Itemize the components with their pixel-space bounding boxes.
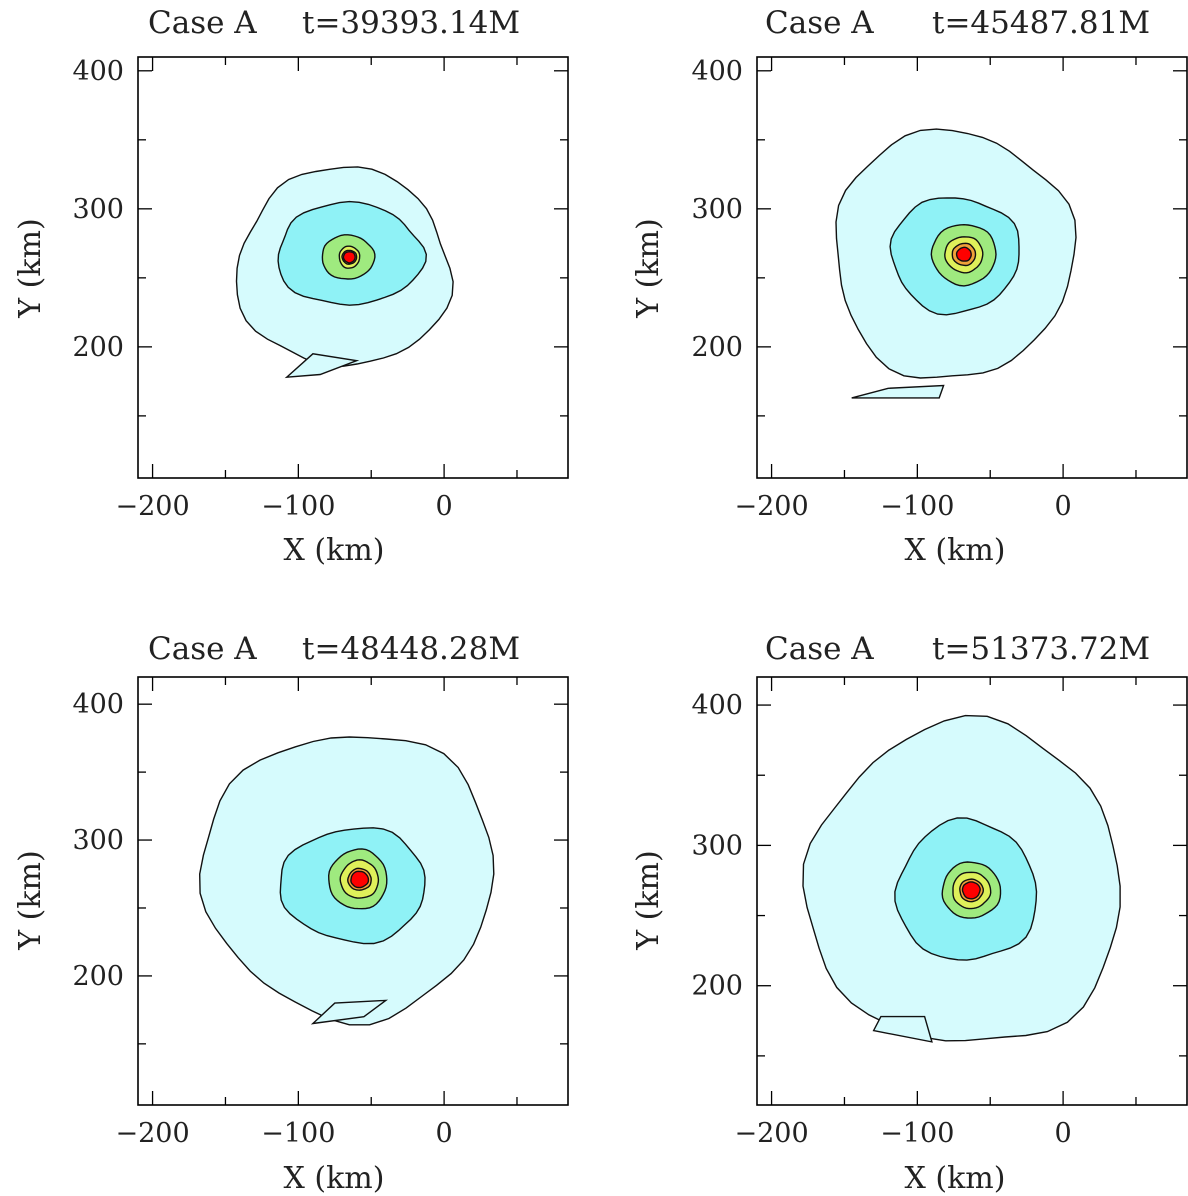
x-axis-label: X (km)	[284, 1161, 385, 1196]
y-axis-label: Y (km)	[13, 850, 48, 950]
y-tick-label: 400	[691, 690, 743, 721]
spiral-arm	[872, 1015, 933, 1043]
y-tick-label: 200	[691, 332, 743, 363]
y-tick-label: 200	[72, 332, 124, 363]
plot-area: −200 −100 0 200 300 400	[72, 676, 569, 1149]
panel-title-case: Case A	[765, 5, 874, 41]
plot-area: −200 −100 0 200 300 400	[691, 676, 1188, 1149]
contour-level-6	[955, 246, 972, 262]
panel-title-time: t=51373.72M	[932, 631, 1150, 667]
y-tick-label: 300	[691, 830, 743, 861]
spiral-arm	[310, 999, 389, 1025]
y-tick-label: 400	[691, 56, 743, 87]
plot-frame	[756, 676, 1188, 1106]
y-axis-label: Y (km)	[631, 850, 666, 950]
panel-title-case: Case A	[148, 5, 257, 41]
y-tick-label: 200	[72, 961, 124, 992]
panel-title-case: Case A	[148, 631, 257, 667]
panel-title-time: t=45487.81M	[932, 5, 1150, 41]
x-axis-label: X (km)	[905, 1161, 1006, 1196]
y-tick-label: 300	[72, 194, 124, 225]
panel-top-left: Case A t=39393.14M −200 −100 0 200 300 400 X …	[13, 5, 569, 568]
plot-frame	[137, 676, 569, 1106]
y-tick-label: 400	[72, 689, 124, 720]
panel-title-case: Case A	[765, 631, 874, 667]
plot-frame	[756, 56, 1188, 479]
x-tick-label: −100	[880, 491, 954, 522]
x-axis-label: X (km)	[284, 533, 385, 568]
x-tick-label: −200	[734, 491, 808, 522]
contour-level-6	[342, 250, 356, 264]
x-tick-label: −200	[734, 1118, 808, 1149]
panel-title-time: t=39393.14M	[302, 5, 520, 41]
y-tick-label: 200	[691, 971, 743, 1002]
spiral-arm	[284, 353, 360, 379]
panel-top-right: Case A t=45487.81M −200 −100 0 200 300 400 X …	[631, 5, 1188, 568]
panel-title-time: t=48448.28M	[302, 631, 520, 667]
plot-area: −200 −100 0 200 300 400	[691, 56, 1188, 522]
x-axis-label: X (km)	[905, 533, 1006, 568]
x-tick-label: −200	[115, 491, 189, 522]
plot-area: −200 −100 0 200 300 400	[72, 56, 569, 522]
y-tick-label: 400	[72, 56, 124, 87]
y-axis-label: Y (km)	[13, 218, 48, 318]
panel-bottom-right: Case A t=51373.72M −200 −100 0 200 300 400 X …	[631, 631, 1188, 1196]
contour-level-6	[961, 881, 981, 900]
y-tick-label: 300	[72, 825, 124, 856]
x-tick-label: 0	[1055, 1118, 1072, 1149]
plot-frame	[137, 56, 569, 479]
x-tick-label: −100	[261, 1118, 335, 1149]
y-axis-label: Y (km)	[631, 218, 666, 318]
x-tick-label: 0	[436, 491, 453, 522]
x-tick-label: −100	[261, 491, 335, 522]
x-tick-label: 0	[1055, 491, 1072, 522]
contour-level-6	[350, 870, 370, 889]
panel-bottom-left: Case A t=48448.28M −200 −100 0 200 300 400 X …	[13, 631, 569, 1196]
x-tick-label: 0	[436, 1118, 453, 1149]
y-tick-label: 300	[691, 194, 743, 225]
spiral-arm	[851, 384, 945, 399]
x-tick-label: −200	[115, 1118, 189, 1149]
x-tick-label: −100	[880, 1118, 954, 1149]
